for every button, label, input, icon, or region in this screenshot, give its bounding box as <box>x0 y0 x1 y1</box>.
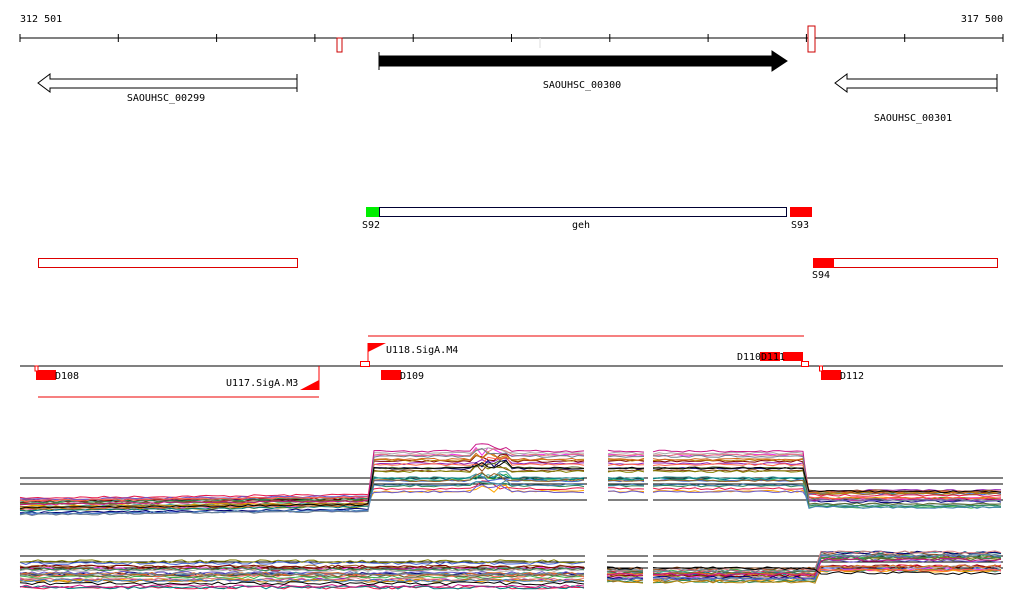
trace <box>606 569 644 572</box>
trace <box>19 459 585 505</box>
feature-label: D110 <box>737 352 761 363</box>
trace <box>19 571 585 576</box>
trace <box>19 459 585 514</box>
trace <box>652 557 1002 575</box>
trace <box>607 455 645 458</box>
feature-label: D108 <box>55 371 79 382</box>
feature <box>821 370 841 380</box>
trace <box>607 484 645 488</box>
trace <box>652 454 1002 502</box>
gene-arrow <box>378 50 788 72</box>
trace <box>19 484 585 501</box>
ruler-ticks <box>19 34 1004 42</box>
gene-label: SAOUHSC_00301 <box>874 113 952 124</box>
trace <box>19 443 585 506</box>
feature-arrow <box>368 343 386 352</box>
trace <box>607 457 645 461</box>
segment <box>790 207 812 217</box>
trace <box>652 558 1002 581</box>
trace <box>606 580 644 584</box>
feature <box>783 352 803 361</box>
trace <box>19 577 585 582</box>
feature <box>36 370 56 380</box>
trace <box>607 483 645 487</box>
trace <box>652 478 1002 496</box>
trace <box>606 570 644 575</box>
trace <box>20 585 585 590</box>
feature-arrow <box>300 380 319 390</box>
trace <box>19 584 585 589</box>
trace <box>607 487 645 490</box>
feature <box>381 370 401 380</box>
trace <box>19 575 585 580</box>
trace <box>652 457 1002 494</box>
marker <box>807 25 816 53</box>
segment-label: S94 <box>812 270 830 281</box>
feature-label: D112 <box>840 371 864 382</box>
segment <box>38 258 298 268</box>
trace <box>652 483 1002 510</box>
feature <box>801 361 809 367</box>
trace <box>19 559 584 564</box>
feature <box>34 365 39 372</box>
trace <box>607 453 645 457</box>
trace <box>607 469 645 473</box>
trace <box>607 478 645 481</box>
ruler-start: 312 501 <box>20 14 62 25</box>
trace <box>19 447 585 517</box>
trace <box>652 466 1002 494</box>
gene-label: SAOUHSC_00300 <box>543 80 621 91</box>
feature <box>819 365 823 372</box>
trace <box>19 479 585 515</box>
trace <box>608 466 645 470</box>
trace <box>19 581 585 586</box>
trace <box>606 572 644 577</box>
segment <box>366 207 379 217</box>
feature-label: U118.SigA.M4 <box>386 345 458 356</box>
trace <box>607 479 645 482</box>
trace <box>652 449 1002 501</box>
trace <box>652 463 1002 500</box>
expression-traces <box>19 443 1003 590</box>
trace <box>652 566 1002 576</box>
segment-label: S92 <box>362 220 380 231</box>
trace <box>19 455 585 503</box>
trace <box>607 463 645 467</box>
segment-label: geh <box>572 220 590 231</box>
gene-arrow <box>37 73 298 93</box>
trace <box>19 481 585 504</box>
trace <box>652 553 1002 573</box>
segment <box>813 258 834 268</box>
segment <box>379 207 787 217</box>
gene-arrow <box>834 73 998 93</box>
trace <box>607 490 645 494</box>
trace <box>652 557 1002 577</box>
marker <box>336 37 343 53</box>
trace <box>652 476 1002 507</box>
feature-label: D109 <box>400 371 424 382</box>
trace <box>19 572 585 577</box>
trace <box>652 550 1002 573</box>
trace <box>652 564 1002 576</box>
trace <box>19 460 585 510</box>
trace <box>606 566 644 570</box>
trace <box>652 564 1002 580</box>
ruler-end: 317 500 <box>961 14 1003 25</box>
trace <box>19 567 585 572</box>
feature-label: D111 <box>761 352 785 363</box>
trace <box>606 577 644 581</box>
feature-label: U117.SigA.M3 <box>226 378 298 389</box>
gene-label: SAOUHSC_00299 <box>127 93 205 104</box>
feature <box>760 352 780 361</box>
trace <box>652 466 1002 506</box>
segment-label: S93 <box>791 220 809 231</box>
trace <box>652 453 1002 493</box>
trace <box>19 578 585 583</box>
segment <box>813 258 998 268</box>
trace <box>607 449 645 453</box>
feature <box>360 361 370 367</box>
